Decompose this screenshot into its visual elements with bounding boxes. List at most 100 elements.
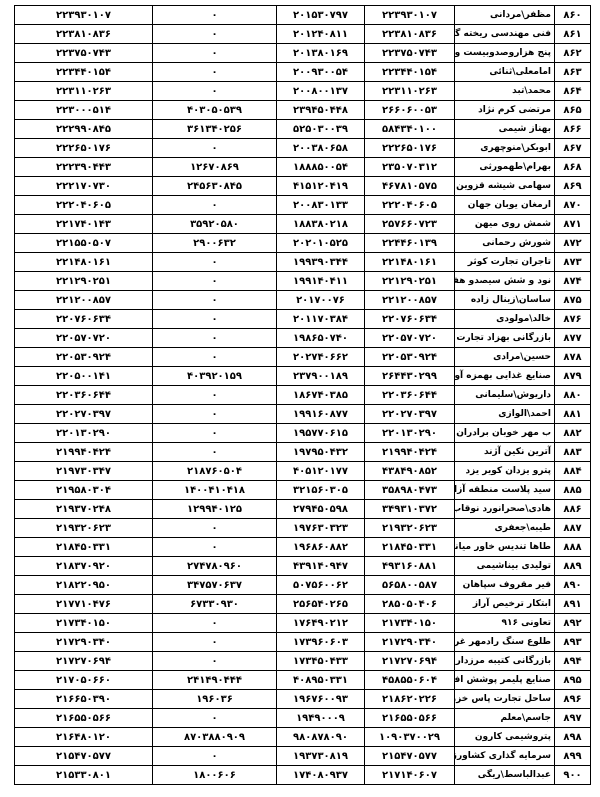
amount-cell: ۲۱۷۲۷۰۶۹۴ bbox=[14, 651, 153, 671]
amount-cell: ۲۱۹۳۷۰۲۴۸ bbox=[14, 499, 153, 519]
amount-cell: ۲۲۱۲۰۰۸۵۷ bbox=[364, 290, 455, 310]
amount-cell: ۲۹۰۰۶۳۲ bbox=[152, 233, 277, 253]
amount-cell: ۰ bbox=[152, 613, 277, 633]
company-name: آترین نکین آژند bbox=[454, 442, 555, 462]
row-number: ۸۶۰ bbox=[554, 5, 591, 25]
table-row: ۸۹۳ طلوع سنگ رادمهر غرب ۲۱۷۲۹۰۳۴۰ ۱۷۳۹۶۰۶۰۳… bbox=[14, 632, 591, 652]
table-row: ۸۹۶ ساحل تجارت پاس خزر ۲۱۸۶۲۰۲۲۶ ۱۹۶۷۶۰۰۹۳ ۱… bbox=[14, 689, 591, 709]
amount-cell: ۲۲۲۰۴۰۶۰۵ bbox=[364, 195, 455, 215]
amount-cell: ۲۵۷۶۶۰۷۲۳ bbox=[364, 214, 455, 234]
company-name: طیبه\جعفری bbox=[454, 518, 555, 538]
company-name: شورش رحمانی bbox=[454, 233, 555, 253]
row-number: ۸۸۳ bbox=[554, 442, 591, 462]
row-number: ۸۶۲ bbox=[554, 43, 591, 63]
row-number: ۸۷۳ bbox=[554, 252, 591, 272]
amount-cell: ۰ bbox=[152, 347, 277, 367]
amount-cell: ۱۹۳۷۳۰۸۱۹ bbox=[276, 746, 365, 766]
table-row: ۸۸۱ احمد\الوازی ۲۲۰۲۷۰۳۹۷ ۱۹۹۱۶۰۸۷۷ ۰ ۲۲۰۲۷۰۳… bbox=[14, 404, 591, 424]
amount-cell: ۳۲۱۵۶۰۳۰۵ bbox=[276, 480, 365, 500]
row-number: ۸۸۷ bbox=[554, 518, 591, 538]
row-number: ۸۹۵ bbox=[554, 670, 591, 690]
row-number: ۸۸۵ bbox=[554, 480, 591, 500]
amount-cell: ۲۶۴۴۳۰۲۹۹ bbox=[364, 366, 455, 386]
row-number: ۸۸۰ bbox=[554, 385, 591, 405]
row-number: ۸۹۱ bbox=[554, 594, 591, 614]
table-row: ۸۹۲ تعاونی ۹۱۶ ۲۱۷۳۴۰۱۵۰ ۱۷۶۴۹۰۲۱۲ ۰ ۲۱۷۳۴۰۱۵… bbox=[14, 613, 591, 633]
company-name: پنج هزاروصدوبیست و چهار تولیدی bbox=[454, 43, 555, 63]
amount-cell: ۲۱۶۵۵۰۵۶۶ bbox=[14, 708, 153, 728]
row-number: ۸۸۲ bbox=[554, 423, 591, 443]
amount-cell: ۲۰۰۳۸۰۶۵۸ bbox=[276, 138, 365, 158]
company-name: بازرگانی بهزاد تجارت ارس ایلمان bbox=[454, 328, 555, 348]
amount-cell: ۲۱۹۵۸۰۳۰۴ bbox=[14, 480, 153, 500]
amount-cell: ۲۲۰۳۶۰۶۴۴ bbox=[14, 385, 153, 405]
company-name: پترو یزدان کویر یزد bbox=[454, 461, 555, 481]
amount-cell: ۲۲۰۲۷۰۳۹۷ bbox=[364, 404, 455, 424]
amount-cell: ۰ bbox=[152, 62, 277, 82]
company-name: ساسان\زینال زاده bbox=[454, 290, 555, 310]
amount-cell: ۲۰۰۹۳۰۰۵۴ bbox=[276, 62, 365, 82]
row-number: ۸۶۶ bbox=[554, 119, 591, 139]
row-number: ۸۷۱ bbox=[554, 214, 591, 234]
amount-cell: ۲۱۹۹۴۰۴۲۴ bbox=[14, 442, 153, 462]
amount-cell: ۲۰۱۵۳۰۷۹۷ bbox=[276, 5, 365, 25]
company-name: مظفر\مردانی bbox=[454, 5, 555, 25]
row-number: ۸۸۶ bbox=[554, 499, 591, 519]
amount-cell: ۳۵۸۹۸۰۴۷۳ bbox=[364, 480, 455, 500]
table-row: ۸۹۰ فیر مقروف سپاهان ۵۶۵۸۰۰۵۸۷ ۵۰۷۵۶۰۰۶۲ ۳۴۷… bbox=[14, 575, 591, 595]
row-number: ۸۷۵ bbox=[554, 290, 591, 310]
row-number: ۸۷۰ bbox=[554, 195, 591, 215]
table-row: ۸۶۰ مظفر\مردانی ۲۲۳۹۳۰۱۰۷ ۲۰۱۵۳۰۷۹۷ ۰ ۲۲۳۹۳۰۱… bbox=[14, 5, 591, 25]
company-name: امامعلی\ثنائی bbox=[454, 62, 555, 82]
amount-cell: ۲۰۲۰۱۰۵۲۵ bbox=[276, 233, 365, 253]
amount-cell: ۰ bbox=[152, 708, 277, 728]
amount-cell: ۲۲۰۱۳۰۲۹۰ bbox=[14, 423, 153, 443]
table-row: ۸۷۶ خالد\مولودی ۲۲۰۷۶۰۶۳۴ ۲۰۱۱۷۰۳۸۴ ۰ ۲۲۰۷۶۰۶… bbox=[14, 309, 591, 329]
amount-cell: ۲۳۷۹۰۰۱۸۹ bbox=[276, 366, 365, 386]
amount-cell: ۲۱۷۲۷۰۶۹۴ bbox=[364, 651, 455, 671]
amount-cell: ۴۰۳۹۲۰۱۵۹ bbox=[152, 366, 277, 386]
amount-cell: ۲۱۷۷۱۰۴۷۶ bbox=[14, 594, 153, 614]
amount-cell: ۲۱۸۴۵۰۳۳۱ bbox=[14, 537, 153, 557]
table-row: ۸۶۶ بهناز شیمی ۵۸۴۳۴۰۱۰۰ ۵۲۵۰۳۰۰۳۹ ۳۶۱۳۴۰۲۵۶… bbox=[14, 119, 591, 139]
amount-cell: ۲۱۷۳۴۰۱۵۰ bbox=[14, 613, 153, 633]
table-row: ۸۸۶ هادی\صحرانورد نوقاب ۳۴۹۳۱۰۳۷۲ ۲۷۹۴۵۰۵۹۸… bbox=[14, 499, 591, 519]
amount-cell: ۲۱۸۳۷۰۹۲۰ bbox=[14, 556, 153, 576]
amount-cell: ۴۶۷۸۱۰۵۷۵ bbox=[364, 176, 455, 196]
row-number: ۸۶۳ bbox=[554, 62, 591, 82]
row-number: ۸۷۶ bbox=[554, 309, 591, 329]
amount-cell: ۲۷۴۷۸۰۹۶۰ bbox=[152, 556, 277, 576]
row-number: ۸۸۱ bbox=[554, 404, 591, 424]
amount-cell: ۳۴۷۵۷۰۶۳۷ bbox=[152, 575, 277, 595]
amount-cell: ۰ bbox=[152, 271, 277, 291]
table-row: ۸۸۹ تولیدی بیناشیمی ۴۹۳۱۶۰۸۸۱ ۴۳۹۱۴۰۹۴۷ ۲۷۴۷… bbox=[14, 556, 591, 576]
amount-cell: ۵۰۷۵۶۰۰۶۲ bbox=[276, 575, 365, 595]
amount-cell: ۲۰۱۳۸۰۱۶۹ bbox=[276, 43, 365, 63]
amount-cell: ۱۴۰۰۴۱۰۴۱۸ bbox=[152, 480, 277, 500]
row-number: ۸۶۹ bbox=[554, 176, 591, 196]
amount-cell: ۱۹۷۹۵۰۴۳۲ bbox=[276, 442, 365, 462]
amount-cell: ۲۲۲۶۵۰۱۷۶ bbox=[14, 138, 153, 158]
amount-cell: ۴۹۳۱۶۰۸۸۱ bbox=[364, 556, 455, 576]
company-name: صنایع غذایی بهمزه آوردجم bbox=[454, 366, 555, 386]
company-name: ابوبکر\منوچهری bbox=[454, 138, 555, 158]
row-number: ۸۷۸ bbox=[554, 347, 591, 367]
company-name: احمد\الوازی bbox=[454, 404, 555, 424]
row-number: ۸۹۰ bbox=[554, 575, 591, 595]
amount-cell: ۲۲۰۱۳۰۲۹۰ bbox=[364, 423, 455, 443]
company-name: ب مهر خوبان برادران قم bbox=[454, 423, 555, 443]
table-row: ۸۶۹ سهامی شیشه قزوین ۴۶۷۸۱۰۵۷۵ ۴۱۵۱۲۰۴۱۹ ۲۴۵… bbox=[14, 176, 591, 196]
table-wrap: ۸۶۰ مظفر\مردانی ۲۲۳۹۳۰۱۰۷ ۲۰۱۵۳۰۷۹۷ ۰ ۲۲۳۹۳۰۱… bbox=[14, 5, 591, 785]
row-number: ۸۹۴ bbox=[554, 651, 591, 671]
amount-cell: ۴۰۵۱۲۰۱۷۷ bbox=[276, 461, 365, 481]
amount-cell: ۲۲۱۵۵۰۵۰۷ bbox=[14, 233, 153, 253]
company-name: سید پلاست منطقه آزاد چابهار bbox=[454, 480, 555, 500]
amount-cell: ۰ bbox=[152, 81, 277, 101]
amount-cell: ۲۲۳۰۰۰۵۱۴ bbox=[14, 100, 153, 120]
amount-cell: ۱۷۳۹۶۰۶۰۳ bbox=[276, 632, 365, 652]
amount-cell: ۵۲۵۰۳۰۰۳۹ bbox=[276, 119, 365, 139]
amount-cell: ۲۶۶۰۶۰۰۵۳ bbox=[364, 100, 455, 120]
amount-cell: ۴۵۸۵۵۰۶۰۴ bbox=[364, 670, 455, 690]
